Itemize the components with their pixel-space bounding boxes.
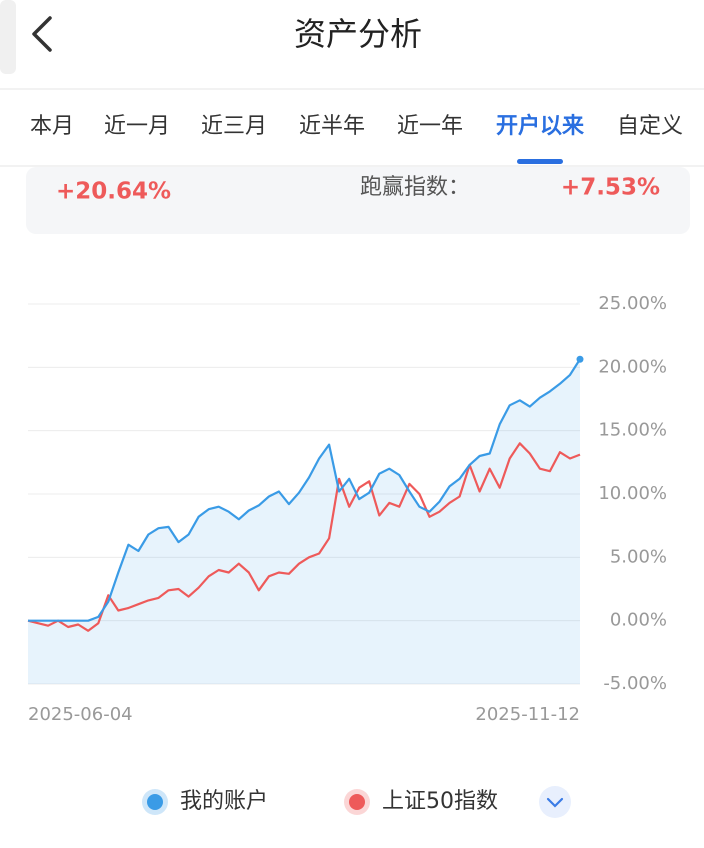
tab[interactable]: 本月 [30, 114, 74, 139]
edge [0, 0, 16, 74]
legend-dot [349, 794, 365, 810]
y-tick-label: 5.00% [610, 546, 667, 567]
tab[interactable]: 近一年 [397, 114, 463, 139]
y-tick-label: 20.00% [598, 356, 667, 377]
summary-card [26, 167, 690, 234]
back-button[interactable] [32, 16, 52, 52]
y-tick-label: 25.00% [598, 293, 667, 314]
legend-dot [147, 794, 163, 810]
x-tick-label: 2025-11-12 [475, 704, 580, 725]
y-tick-label: 0.00% [610, 610, 667, 631]
expand-icon [546, 797, 564, 808]
tab[interactable]: 近三月 [201, 114, 267, 139]
y-tick-label: -5.00% [603, 673, 667, 694]
tab[interactable]: 近半年 [299, 114, 365, 139]
y-tick-label: 10.00% [598, 483, 667, 504]
account-return: +20.64% [56, 179, 171, 205]
legend-label[interactable]: 上证50指数 [382, 789, 498, 814]
y-tick-label: 15.00% [598, 420, 667, 441]
tab-indicator [517, 159, 563, 164]
tab[interactable]: 自定义 [617, 114, 683, 139]
x-tick-label: 2025-06-04 [28, 704, 133, 725]
beat-label: 跑赢指数： [360, 175, 470, 200]
line [28, 358, 581, 622]
page-title: 资产分析 [294, 15, 422, 53]
end-point [576, 355, 584, 363]
expand-button[interactable] [539, 786, 571, 818]
legend-label[interactable]: 我的账户 [180, 789, 268, 814]
tab[interactable]: 开户以来 [496, 113, 585, 139]
tab[interactable]: 近一月 [104, 114, 170, 139]
line [27, 442, 581, 632]
beat-value: +7.53% [561, 175, 660, 201]
area [28, 359, 580, 684]
